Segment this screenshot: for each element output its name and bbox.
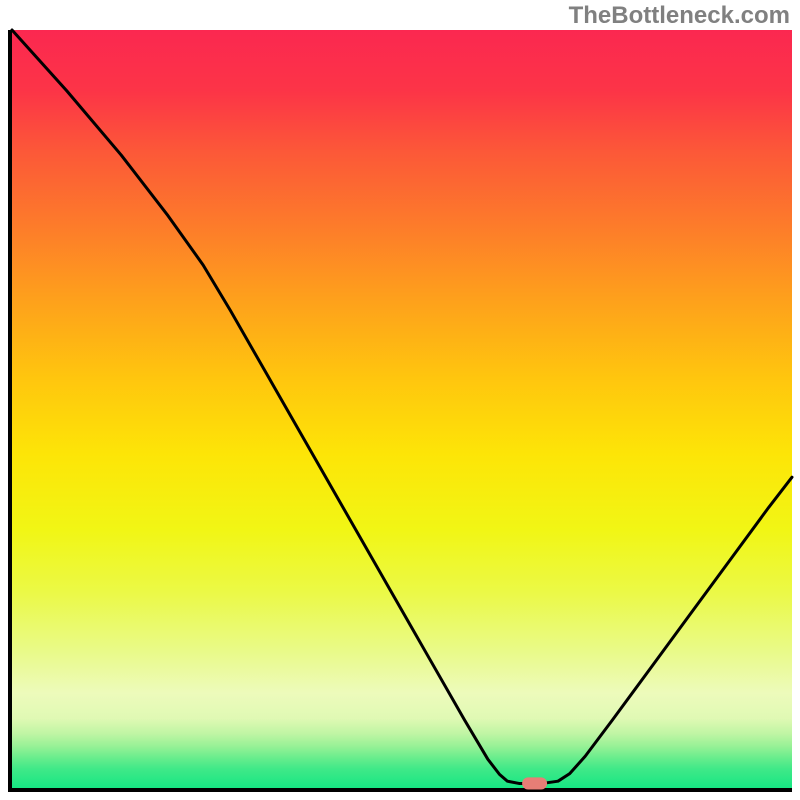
plot-area xyxy=(12,30,792,788)
watermark-text: TheBottleneck.com xyxy=(569,2,790,30)
gradient-background xyxy=(12,30,792,788)
chart-frame xyxy=(8,30,792,792)
min-marker xyxy=(522,777,547,789)
bottleneck-chart xyxy=(12,30,792,788)
